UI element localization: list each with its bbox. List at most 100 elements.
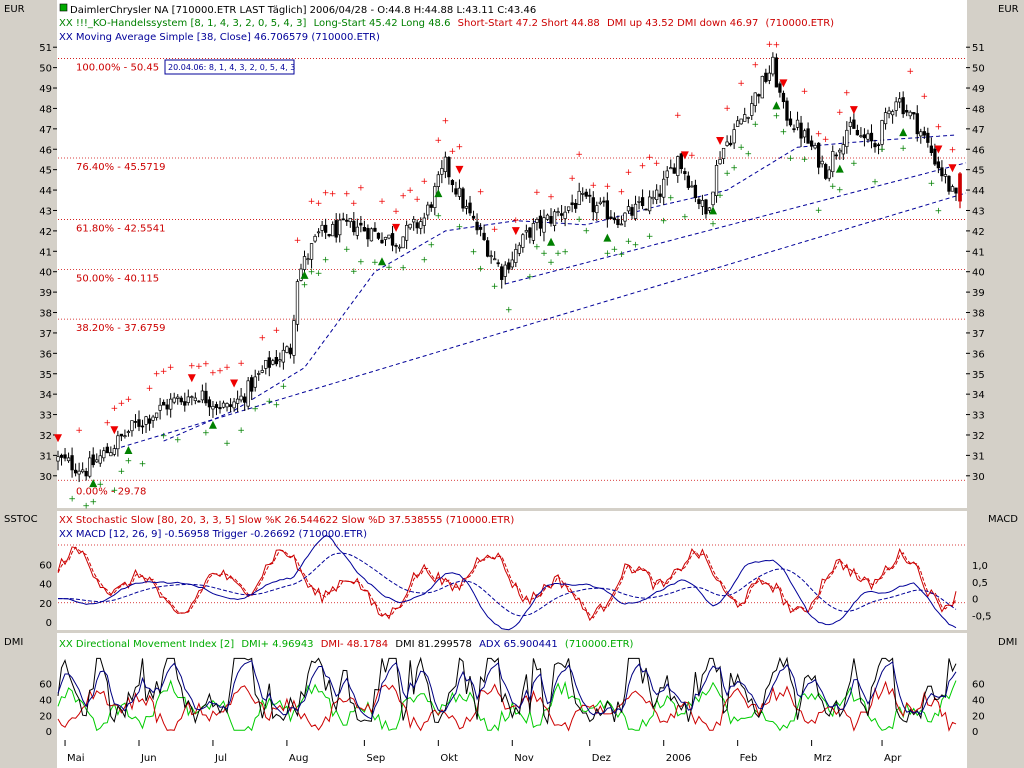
long-stop-mark: + xyxy=(251,404,259,414)
oscillator-panel[interactable] xyxy=(57,511,967,630)
short-signal-triangle xyxy=(455,165,464,174)
tooltip-frame xyxy=(164,59,295,75)
candle-body xyxy=(436,174,440,187)
long-stop-mark: + xyxy=(174,435,182,445)
long-stop-mark: + xyxy=(350,267,358,277)
candle-body xyxy=(922,131,926,136)
candle-body xyxy=(493,258,497,261)
long-stop-mark: + xyxy=(456,223,464,233)
candle-body xyxy=(947,175,951,192)
long-stop-mark: + xyxy=(357,258,365,268)
candle-body xyxy=(183,401,187,406)
fib-label: 61.80% - 42.5541 xyxy=(76,224,165,235)
candle-body xyxy=(848,121,853,127)
short-stop-mark: + xyxy=(111,404,119,414)
dmi-legend-plus: DMI+ 4.96943 xyxy=(241,639,313,650)
candle-body xyxy=(732,129,736,144)
price-tick-right: 44 xyxy=(972,186,985,197)
candle-body xyxy=(714,165,719,196)
short-stop-mark: + xyxy=(442,116,450,126)
long-stop-mark: + xyxy=(554,249,562,259)
fib-label: 50.00% - 40.115 xyxy=(76,273,159,284)
candle-body xyxy=(355,226,359,236)
short-stop-mark: + xyxy=(399,191,407,201)
short-stop-mark: + xyxy=(167,363,175,373)
short-stop-mark: + xyxy=(216,366,224,376)
candle-body xyxy=(359,222,363,226)
long-stop-mark: + xyxy=(632,241,640,251)
candle-body xyxy=(383,236,388,240)
candle-body xyxy=(873,143,877,148)
currency-label-left: EUR xyxy=(4,4,25,15)
short-stop-mark: + xyxy=(413,195,421,205)
candle-body xyxy=(799,122,803,139)
candle-body xyxy=(809,140,814,147)
candle-body xyxy=(461,188,465,209)
macd-tick: 0 xyxy=(972,595,978,606)
candle-body xyxy=(651,196,655,200)
tooltip-text: 20.04.06: 8, 1, 4, 3, 2, 0, 5, 4, 3 xyxy=(168,63,295,72)
dmi-legend-suffix: (710000.ETR) xyxy=(565,639,634,650)
candle-body xyxy=(56,456,60,462)
short-stop-mark: + xyxy=(75,426,83,436)
candle-body xyxy=(750,103,754,116)
short-signal-triangle xyxy=(54,434,62,443)
candle-body xyxy=(214,404,219,408)
candle-body xyxy=(419,221,423,229)
candle-body xyxy=(338,219,342,236)
price-tick-left: 51 xyxy=(39,43,52,54)
long-stop-mark: + xyxy=(533,242,541,252)
candle-body xyxy=(316,231,321,234)
candle-body xyxy=(954,187,958,194)
price-tick-right: 46 xyxy=(972,145,985,156)
short-signal-triangle xyxy=(779,79,788,88)
candle-body xyxy=(327,234,331,237)
ko-legend-prefix: XX !!!_KO-Handelssystem [8, 1, 4, 3, 2, … xyxy=(59,18,307,29)
candle-body xyxy=(207,399,212,408)
candle-body xyxy=(929,145,933,153)
candle-body xyxy=(940,167,944,177)
candle-body xyxy=(91,454,95,466)
ko-legend-suffix: (710000.ETR) xyxy=(766,18,835,29)
candle-body xyxy=(549,215,553,224)
candle-body xyxy=(200,390,205,401)
candle-body xyxy=(404,224,409,241)
short-signal-triangle xyxy=(110,426,119,435)
candle-body xyxy=(736,120,740,127)
short-stop-mark: + xyxy=(456,143,464,153)
long-stop-mark: + xyxy=(709,220,717,230)
candle-body xyxy=(633,203,638,219)
dmi-tick-right: 20 xyxy=(972,711,985,722)
candle-body xyxy=(728,142,733,146)
candle-body xyxy=(137,419,141,427)
macd-trigger-line xyxy=(58,552,957,617)
candle-body xyxy=(239,395,243,401)
long-stop-mark: + xyxy=(611,245,619,255)
candle-body xyxy=(70,455,74,471)
candle-body xyxy=(186,396,190,403)
candle-body xyxy=(190,396,194,398)
candle-body xyxy=(274,357,278,365)
candle-body xyxy=(626,206,631,212)
candle-body xyxy=(154,412,159,418)
price-tick-left: 44 xyxy=(39,186,52,197)
long-stop-mark: + xyxy=(878,145,886,155)
candle-body xyxy=(334,220,338,238)
price-tick-right: 39 xyxy=(972,288,985,299)
short-stop-mark: + xyxy=(653,159,661,169)
long-stop-mark: + xyxy=(928,179,936,189)
date-tick-label: Aug xyxy=(289,753,309,764)
candle-body xyxy=(250,377,254,392)
dmi-axis: 0 0 20 20 40 40 60 60 xyxy=(39,680,984,738)
price-tick-left: 34 xyxy=(39,390,52,401)
long-stop-mark: + xyxy=(575,215,583,225)
candle-body xyxy=(299,268,303,281)
short-stop-mark: + xyxy=(449,147,457,157)
candle-body xyxy=(144,416,148,425)
price-legend-line: DaimlerChrysler NA [710000.ETR LAST Tägl… xyxy=(70,5,536,16)
candle-body xyxy=(679,153,683,170)
candle-body xyxy=(739,118,743,125)
candle-body xyxy=(584,191,588,197)
candle-body xyxy=(397,246,402,249)
